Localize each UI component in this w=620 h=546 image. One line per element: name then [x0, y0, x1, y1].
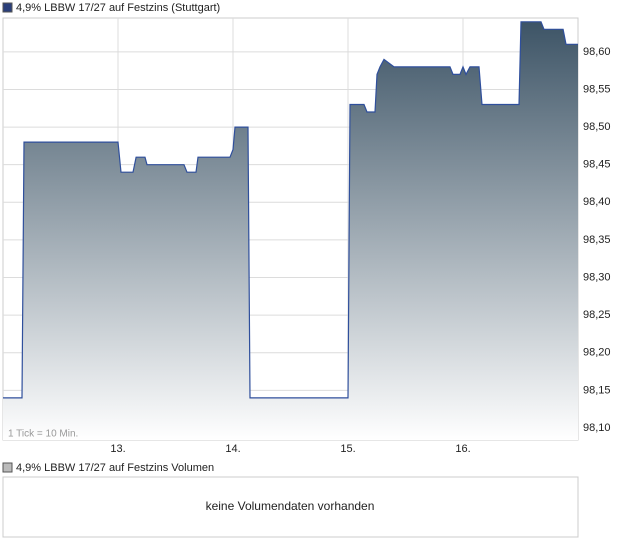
y-tick-label: 98,25: [583, 309, 611, 321]
y-tick-label: 98,10: [583, 422, 611, 434]
volume-swatch: [2, 462, 13, 473]
y-tick-label: 98,45: [583, 159, 611, 171]
y-tick-label: 98,60: [583, 46, 611, 58]
volume-message: keine Volumendaten vorhanden: [206, 499, 375, 513]
area-fill: [3, 21, 578, 441]
y-tick-label: 98,35: [583, 234, 611, 246]
volume-title: 4,9% LBBW 17/27 auf Festzins Volumen: [16, 462, 214, 474]
y-tick-label: 98,15: [583, 384, 611, 396]
price-line: [3, 21, 578, 399]
y-tick-label: 98,20: [583, 347, 611, 359]
y-tick-label: 98,40: [583, 196, 611, 208]
y-tick-label: 98,30: [583, 271, 611, 283]
volume-panel: [2, 476, 579, 538]
x-tick-label: 14.: [225, 443, 240, 455]
y-tick-label: 98,55: [583, 83, 611, 95]
x-tick-label: 16.: [455, 443, 470, 455]
chart-title: 4,9% LBBW 17/27 auf Festzins (Stuttgart): [16, 2, 220, 14]
x-tick-label: 15.: [340, 443, 355, 455]
y-tick-label: 98,50: [583, 121, 611, 133]
legend-swatch: [2, 2, 13, 13]
x-tick-label: 13.: [110, 443, 125, 455]
tick-note: 1 Tick = 10 Min.: [8, 429, 78, 440]
